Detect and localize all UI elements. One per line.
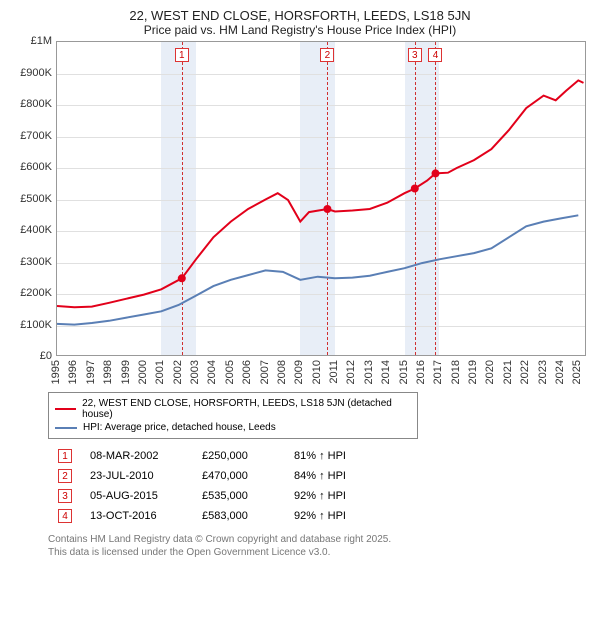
sale-price: £583,000	[194, 507, 284, 525]
sale-price: £250,000	[194, 447, 284, 465]
x-axis-label: 1997	[85, 360, 97, 384]
sale-dot	[323, 205, 331, 213]
legend-item: HPI: Average price, detached house, Leed…	[55, 421, 411, 434]
series-property	[57, 80, 584, 307]
x-axis-label: 2005	[224, 360, 236, 384]
x-axis-label: 2022	[519, 360, 531, 384]
legend-swatch	[55, 427, 77, 429]
sale-pct: 84% ↑ HPI	[286, 467, 354, 485]
sale-row-marker: 4	[58, 509, 72, 523]
x-axis-label: 2002	[172, 360, 184, 384]
chart-area: 1234£0£100K£200K£300K£400K£500K£600K£700…	[56, 41, 586, 356]
sale-pct: 92% ↑ HPI	[286, 487, 354, 505]
series-hpi	[57, 215, 578, 324]
x-axis-label: 2015	[398, 360, 410, 384]
y-axis-label: £200K	[20, 287, 52, 299]
sale-row-marker: 3	[58, 489, 72, 503]
series-svg	[57, 42, 586, 356]
y-axis-label: £600K	[20, 161, 52, 173]
x-axis-label: 1998	[102, 360, 114, 384]
y-axis-label: £300K	[20, 256, 52, 268]
sales-row: 2 23-JUL-2010£470,00084% ↑ HPI	[50, 467, 354, 485]
sale-dot	[432, 169, 440, 177]
sales-row: 3 05-AUG-2015£535,00092% ↑ HPI	[50, 487, 354, 505]
sale-date: 23-JUL-2010	[82, 467, 192, 485]
y-axis-label: £1M	[31, 35, 52, 47]
sale-date: 08-MAR-2002	[82, 447, 192, 465]
x-axis-label: 2017	[432, 360, 444, 384]
x-axis-label: 2024	[554, 360, 566, 384]
legend-label: HPI: Average price, detached house, Leed…	[83, 422, 276, 433]
legend-label: 22, WEST END CLOSE, HORSFORTH, LEEDS, LS…	[82, 398, 411, 420]
x-axis-label: 2000	[137, 360, 149, 384]
x-axis-label: 2009	[293, 360, 305, 384]
y-axis-label: £900K	[20, 67, 52, 79]
sales-table: 1 08-MAR-2002£250,00081% ↑ HPI 2 23-JUL-201…	[48, 445, 356, 527]
x-axis-label: 2025	[571, 360, 583, 384]
x-axis-label: 1999	[120, 360, 132, 384]
legend: 22, WEST END CLOSE, HORSFORTH, LEEDS, LS…	[48, 392, 418, 439]
sale-price: £535,000	[194, 487, 284, 505]
footer-line2: This data is licensed under the Open Gov…	[48, 546, 592, 559]
y-axis-label: £500K	[20, 193, 52, 205]
x-axis-label: 2011	[328, 360, 340, 384]
sales-row: 1 08-MAR-2002£250,00081% ↑ HPI	[50, 447, 354, 465]
sale-dot	[411, 185, 419, 193]
x-axis-label: 2001	[154, 360, 166, 384]
x-axis-label: 1995	[50, 360, 62, 384]
y-axis-label: £100K	[20, 319, 52, 331]
plot-area: 1234	[56, 41, 586, 356]
sale-pct: 92% ↑ HPI	[286, 507, 354, 525]
chart-title-line2: Price paid vs. HM Land Registry's House …	[8, 23, 592, 37]
x-axis-label: 2021	[502, 360, 514, 384]
x-axis-label: 2023	[537, 360, 549, 384]
sale-date: 05-AUG-2015	[82, 487, 192, 505]
legend-swatch	[55, 408, 76, 410]
x-axis-label: 2010	[311, 360, 323, 384]
y-axis-label: £800K	[20, 98, 52, 110]
x-axis-label: 2012	[345, 360, 357, 384]
x-axis-label: 2014	[380, 360, 392, 384]
x-axis-label: 2003	[189, 360, 201, 384]
x-axis-label: 2019	[467, 360, 479, 384]
chart-title-line1: 22, WEST END CLOSE, HORSFORTH, LEEDS, LS…	[8, 8, 592, 23]
x-axis-label: 2016	[415, 360, 427, 384]
x-axis-label: 2004	[206, 360, 218, 384]
sale-date: 13-OCT-2016	[82, 507, 192, 525]
sale-dot	[178, 274, 186, 282]
sale-price: £470,000	[194, 467, 284, 485]
sale-pct: 81% ↑ HPI	[286, 447, 354, 465]
x-axis-label: 2020	[484, 360, 496, 384]
x-axis-label: 2008	[276, 360, 288, 384]
attribution-footer: Contains HM Land Registry data © Crown c…	[48, 533, 592, 559]
legend-item: 22, WEST END CLOSE, HORSFORTH, LEEDS, LS…	[55, 397, 411, 421]
x-axis-label: 2006	[241, 360, 253, 384]
sale-row-marker: 1	[58, 449, 72, 463]
x-axis-label: 2007	[259, 360, 271, 384]
x-axis-label: 1996	[67, 360, 79, 384]
footer-line1: Contains HM Land Registry data © Crown c…	[48, 533, 592, 546]
y-axis-label: £400K	[20, 224, 52, 236]
x-axis-label: 2018	[450, 360, 462, 384]
y-axis-label: £700K	[20, 130, 52, 142]
sale-row-marker: 2	[58, 469, 72, 483]
x-axis-label: 2013	[363, 360, 375, 384]
sales-row: 4 13-OCT-2016£583,00092% ↑ HPI	[50, 507, 354, 525]
